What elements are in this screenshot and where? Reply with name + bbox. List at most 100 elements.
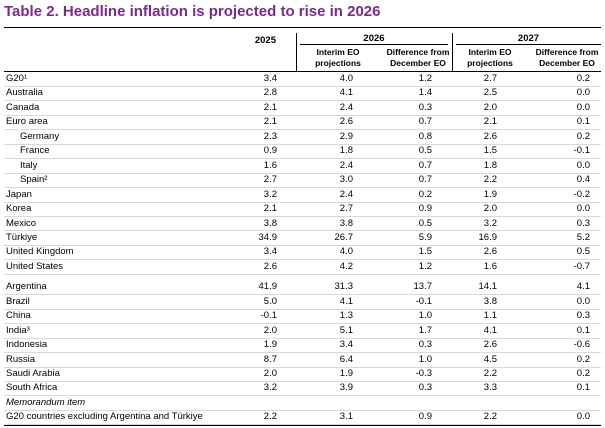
memorandum-title: Memorandum item [6, 396, 86, 408]
cell-value: 0.0 [576, 87, 590, 99]
row-label: Türkiye [6, 231, 38, 243]
cell-value: 0.1 [576, 382, 590, 394]
row-rule [4, 323, 601, 325]
cell-value: 1.1 [483, 310, 497, 322]
cell-value: 5.9 [418, 231, 432, 243]
row-rule [4, 366, 601, 368]
column-divider [296, 33, 297, 72]
cell-value: 4.2 [339, 260, 353, 272]
cell-value: 2.1 [263, 203, 277, 215]
cell-value: 0.2 [576, 73, 590, 84]
cell-value: 1.9 [263, 339, 277, 351]
cell-value: -0.1 [573, 145, 590, 157]
cell-value: 1.6 [263, 159, 277, 171]
cell-value: 16.9 [478, 231, 498, 243]
cell-value: 0.3 [418, 382, 432, 394]
cell-value: 2.6 [263, 260, 277, 272]
cell-value: -0.1 [415, 295, 432, 307]
row-rule [4, 143, 601, 145]
row-rule [4, 172, 601, 174]
cell-value: 2.7 [339, 203, 353, 215]
header-rule [4, 71, 601, 72]
sub-header: Difference from December EO [386, 47, 450, 68]
cell-value: 4.1 [339, 87, 353, 99]
row-label: Korea [6, 203, 32, 215]
cell-value: 5.2 [576, 231, 590, 243]
cell-value: 41.9 [258, 281, 278, 293]
cell-value: -0.6 [573, 339, 590, 351]
cell-value: 2.3 [263, 130, 277, 142]
row-label: G20 countries excluding Argentina and Tü… [6, 411, 203, 423]
row-rule [4, 100, 601, 102]
row-rule [4, 244, 601, 246]
cell-value: 1.2 [418, 260, 432, 272]
cell-value: 31.3 [334, 281, 354, 293]
column-divider [452, 33, 453, 72]
row-label: Canada [6, 101, 40, 113]
row-label: Mexico [6, 217, 37, 229]
cell-value: 0.0 [576, 159, 590, 171]
cell-value: 13.7 [413, 281, 433, 293]
sub-header: Interim EO projections [467, 47, 513, 68]
cell-value: 3.9 [339, 382, 353, 394]
cell-value: 3.2 [483, 217, 497, 229]
row-rule [4, 409, 601, 411]
cell-value: 2.0 [263, 324, 277, 336]
cell-value: 2.7 [483, 73, 497, 84]
cell-value: 0.7 [418, 174, 432, 186]
bottom-rule [4, 424, 601, 426]
cell-value: 0.9 [418, 411, 432, 423]
row-rule [4, 158, 601, 160]
row-rule [4, 395, 601, 397]
cell-value: 2.6 [483, 246, 497, 258]
cell-value: 0.5 [418, 145, 432, 157]
row-label: Argentina [6, 281, 47, 293]
row-label: Euro area [6, 116, 48, 128]
row-label: Russia [6, 353, 36, 365]
cell-value: 3.8 [263, 217, 277, 229]
top-rule [4, 27, 601, 28]
cell-value: 3.8 [483, 295, 497, 307]
cell-value: 4.1 [576, 281, 590, 293]
sub-header: Interim EO projections [315, 47, 361, 68]
row-label: South Africa [6, 382, 58, 394]
row-label: Germany [20, 130, 60, 142]
cell-value: 2.4 [339, 101, 353, 113]
cell-value: 0.1 [576, 324, 590, 336]
cell-value: 1.9 [339, 368, 353, 379]
row-rule [4, 85, 601, 87]
cell-value: 3.0 [339, 174, 353, 186]
row-label: United States [6, 260, 64, 272]
group-rule [300, 44, 448, 45]
cell-value: 0.3 [418, 339, 432, 351]
cell-value: 2.1 [263, 101, 277, 113]
row-label: France [20, 145, 50, 157]
cell-value: 2.4 [339, 188, 353, 200]
row-rule [4, 352, 601, 354]
cell-value: 4.5 [483, 353, 497, 365]
cell-value: 1.8 [483, 159, 497, 171]
cell-value: 0.9 [263, 145, 277, 157]
cell-value: 1.7 [418, 324, 432, 336]
row-label: Indonesia [6, 339, 48, 351]
cell-value: 1.0 [418, 310, 432, 322]
cell-value: 26.7 [334, 231, 354, 243]
group-rule [456, 44, 601, 45]
cell-value: 0.2 [576, 130, 590, 142]
row-rule [4, 308, 601, 310]
cell-value: 3.1 [339, 411, 353, 423]
cell-value: 2.6 [483, 130, 497, 142]
row-rule [4, 273, 601, 275]
cell-value: 0.0 [576, 101, 590, 113]
row-label: Spain² [20, 174, 48, 186]
row-rule [4, 201, 601, 203]
cell-value: 14.1 [478, 281, 498, 293]
cell-value: 2.0 [483, 101, 497, 113]
cell-value: 0.9 [418, 203, 432, 215]
cell-value: 4.1 [483, 324, 497, 336]
cell-value: -0.7 [573, 260, 590, 272]
cell-value: 0.5 [418, 217, 432, 229]
row-label: Italy [20, 159, 38, 171]
row-rule [4, 187, 601, 189]
